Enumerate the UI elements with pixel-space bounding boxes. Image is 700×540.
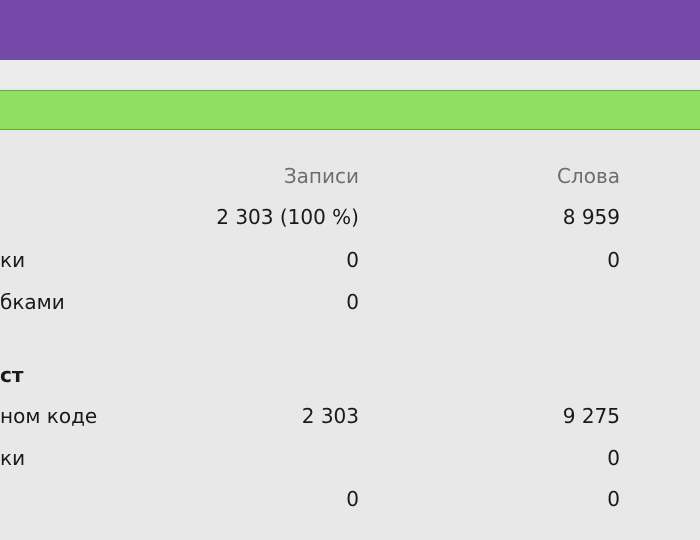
row-records-value: 2 303: [301, 404, 359, 428]
row-label: ном коде: [0, 404, 98, 428]
row-words-value: 9 275: [562, 404, 620, 428]
row-words-value: 8 959: [562, 205, 620, 229]
row-records-value: 0: [346, 290, 359, 314]
row-label: ки: [0, 446, 26, 470]
row-label: бками: [0, 290, 65, 314]
row-records-value: 2 303 (100 %): [216, 205, 359, 229]
window-title-bar: [0, 0, 700, 60]
row-records-value: 0: [346, 487, 359, 511]
column-header-words: Слова: [556, 164, 620, 188]
row-words-value: 0: [607, 248, 620, 272]
status-banner: [0, 90, 700, 130]
section-heading: ст: [0, 363, 24, 387]
row-records-value: 0: [346, 248, 359, 272]
statistics-panel: Записи Слова 2 303 (100 %) 8 959 ки 0 0 …: [0, 130, 700, 540]
toolbar-strip: [0, 60, 700, 88]
column-header-records: Записи: [283, 164, 359, 188]
row-words-value: 0: [607, 446, 620, 470]
row-label: ки: [0, 248, 26, 272]
row-words-value: 0: [607, 487, 620, 511]
